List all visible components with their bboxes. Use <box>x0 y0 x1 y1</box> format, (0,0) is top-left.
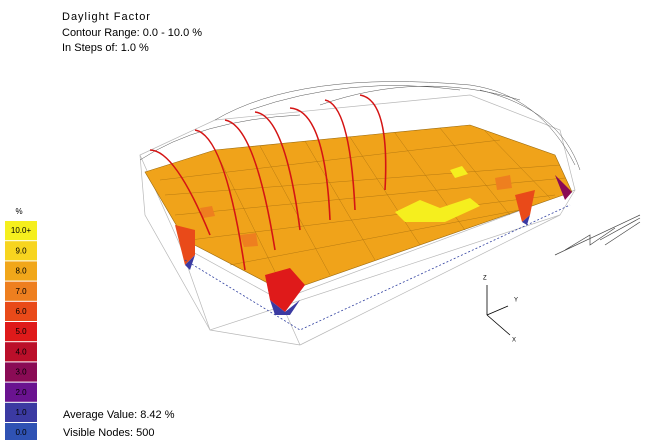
step-size: In Steps of: 1.0 % <box>62 42 149 54</box>
average-value: Average Value: 8.42 % <box>63 409 175 421</box>
legend-label: 10.0+ <box>11 226 32 235</box>
legend: 10.0+ 9.0 8.0 7.0 6.0 5.0 4.0 3.0 2.0 1.0 0.0 <box>5 221 37 440</box>
visible-nodes: Visible Nodes: 500 <box>63 427 155 439</box>
contour-range: Contour Range: 0.0 - 10.0 % <box>62 27 202 39</box>
axes-gizmo <box>487 285 510 335</box>
axis-label: Z <box>483 276 487 282</box>
legend-label: 4.0 <box>15 347 27 356</box>
legend-label: 3.0 <box>15 368 27 377</box>
legend-label: 2.0 <box>15 388 27 397</box>
legend-label: 5.0 <box>15 327 27 336</box>
legend-label: 0.0 <box>15 428 27 437</box>
title: Daylight Factor <box>62 11 151 23</box>
legend-label: 8.0 <box>15 267 27 276</box>
axis-label: X <box>512 338 516 344</box>
viewport: Daylight Factor Contour Range: 0.0 - 10.… <box>0 0 646 440</box>
axis-label: Y <box>514 298 518 304</box>
legend-label: 1.0 <box>15 408 27 417</box>
legend-unit: % <box>15 207 22 216</box>
legend-label: 7.0 <box>15 287 27 296</box>
north-arrow <box>555 215 640 255</box>
legend-label: 9.0 <box>15 246 27 255</box>
page: {"header": {"title": "Daylight Factor", … <box>0 0 646 440</box>
legend-label: 6.0 <box>15 307 27 316</box>
